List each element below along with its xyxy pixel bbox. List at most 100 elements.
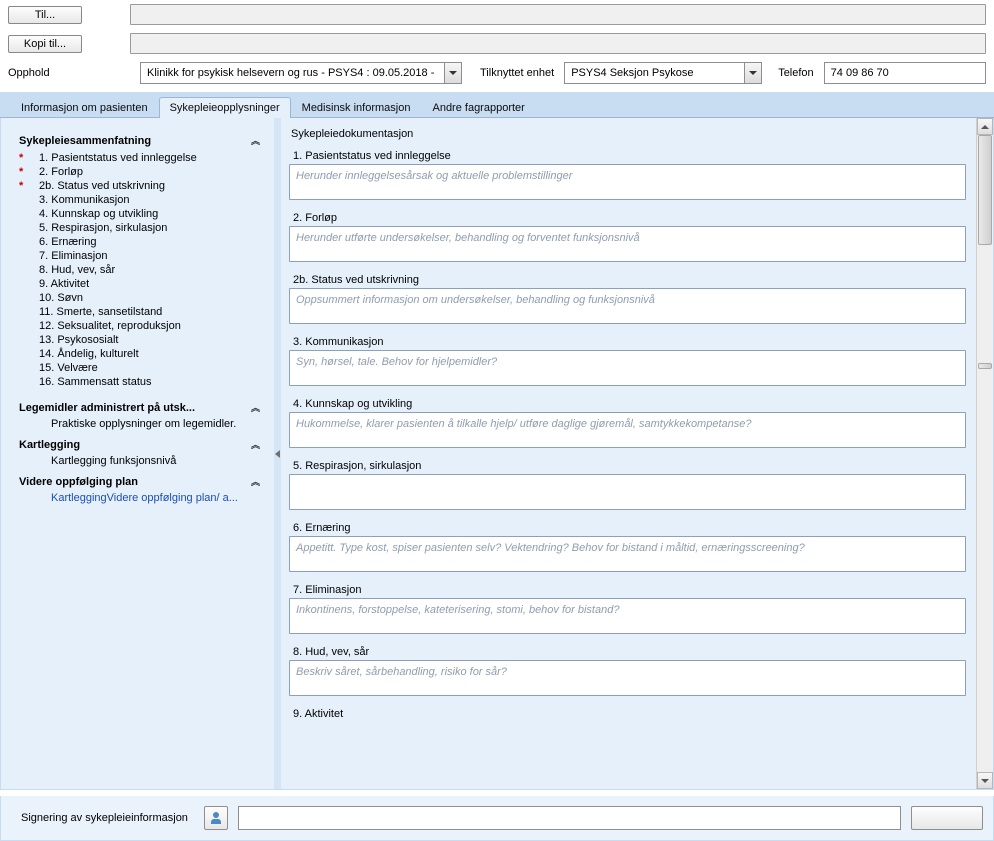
tree-item-label: 11. Smerte, sansetilstand (39, 306, 162, 318)
to-field[interactable] (130, 4, 986, 25)
tree-subitem[interactable]: Praktiske opplysninger om legemidler. (19, 418, 264, 430)
form-scroll: Sykepleiedokumentasjon 1. Pasientstatus … (281, 118, 976, 789)
form-section: 5. Respirasjon, sirkulasjon (289, 458, 966, 510)
tree-item-label: 5. Respirasjon, sirkulasjon (39, 222, 167, 234)
collapse-icon: ︽ (251, 134, 258, 147)
collapse-icon: ︽ (251, 475, 258, 488)
opphold-dropdown[interactable]: Klinikk for psykisk helsevern og rus - P… (140, 62, 462, 84)
tree-item[interactable]: 14. Åndelig, kulturelt (19, 347, 264, 361)
scroll-thumb[interactable] (978, 135, 992, 245)
tree-item-label: 2. Forløp (39, 166, 83, 178)
tree-item-label: 3. Kommunikasjon (39, 194, 130, 206)
tree-subitem-link[interactable]: KartleggingVidere oppfølging plan/ a... (19, 492, 264, 504)
form-section: 2b. Status ved utskrivning Oppsummert in… (289, 272, 966, 324)
section-header-videre-oppfolging[interactable]: Videre oppfølging plan ︽ (19, 467, 264, 492)
arrow-down-icon (981, 779, 989, 783)
collapse-icon: ︽ (251, 438, 258, 451)
person-icon (211, 812, 221, 824)
section-header-kartlegging[interactable]: Kartlegging ︽ (19, 430, 264, 455)
tree-item[interactable]: 8. Hud, vev, sår (19, 263, 264, 277)
field-label: 9. Aktivitet (289, 706, 966, 722)
tree-item[interactable]: 11. Smerte, sansetilstand (19, 305, 264, 319)
tree-item[interactable]: 3. Kommunikasjon (19, 193, 264, 207)
tree-item-label: 15. Velvære (39, 362, 98, 374)
opphold-dropdown-button[interactable] (444, 63, 461, 83)
telefon-value: 74 09 86 70 (831, 67, 889, 79)
opphold-label: Opphold (8, 67, 130, 79)
form-section: 2. Forløp Herunder utførte undersøkelser… (289, 210, 966, 262)
section-header-legemidler[interactable]: Legemidler administrert på utsk... ︽ (19, 393, 264, 418)
field-label: 1. Pasientstatus ved innleggelse (289, 148, 966, 164)
field-input-status-utskrivning[interactable]: Oppsummert informasjon om undersøkelser,… (289, 288, 966, 324)
tree-item-label: 4. Kunnskap og utvikling (39, 208, 158, 220)
tree-item-label: 6. Ernæring (39, 236, 96, 248)
tree-item[interactable]: *1. Pasientstatus ved innleggelse (19, 151, 264, 165)
tab-informasjon-om-pasienten[interactable]: Informasjon om pasienten (10, 97, 159, 118)
section-header-sykepleiesammenfatning[interactable]: Sykepleiesammenfatning ︽ (19, 126, 264, 151)
opphold-value: Klinikk for psykisk helsevern og rus - P… (141, 67, 444, 79)
row-copy: Kopi til... (8, 33, 986, 54)
copy-to-button[interactable]: Kopi til... (8, 35, 82, 53)
tree-item-label: 2b. Status ved utskrivning (39, 180, 165, 192)
tree-item-label: 10. Søvn (39, 292, 83, 304)
enhet-dropdown[interactable]: PSYS4 Seksjon Psykose (564, 62, 762, 84)
footer-action-button[interactable] (911, 806, 983, 830)
main-panel: Sykepleiedokumentasjon 1. Pasientstatus … (281, 118, 993, 789)
form-section: 4. Kunnskap og utvikling Hukommelse, kla… (289, 396, 966, 448)
required-icon: * (19, 166, 23, 178)
tab-medisinsk-informasjon[interactable]: Medisinsk informasjon (291, 97, 422, 118)
vertical-scrollbar[interactable] (976, 118, 993, 789)
scroll-up-button[interactable] (977, 118, 993, 135)
tree-item[interactable]: 10. Søvn (19, 291, 264, 305)
tab-andre-fagrapporter[interactable]: Andre fagrapporter (421, 97, 535, 118)
field-label: 6. Ernæring (289, 520, 966, 536)
footer: Signering av sykepleieinformasjon (0, 796, 994, 841)
sidebar-inner: Sykepleiesammenfatning ︽ *1. Pasientstat… (1, 126, 274, 504)
form-section: 1. Pasientstatus ved innleggelse Herunde… (289, 148, 966, 200)
row-opphold: Opphold Klinikk for psykisk helsevern og… (8, 62, 986, 84)
form-section: 3. Kommunikasjon Syn, hørsel, tale. Beho… (289, 334, 966, 386)
tab-sykepleieopplysninger[interactable]: Sykepleieopplysninger (159, 97, 291, 118)
tree-item[interactable]: 12. Seksualitet, reproduksjon (19, 319, 264, 333)
sign-user-button[interactable] (204, 806, 228, 830)
tree-item[interactable]: 13. Psykososialt (19, 333, 264, 347)
form-section: 7. Eliminasjon Inkontinens, forstoppelse… (289, 582, 966, 634)
tree-item[interactable]: 5. Respirasjon, sirkulasjon (19, 221, 264, 235)
field-input-kunnskap[interactable]: Hukommelse, klarer pasienten å tilkalle … (289, 412, 966, 448)
field-input-hud[interactable]: Beskriv såret, sårbehandling, risiko for… (289, 660, 966, 696)
tree-item[interactable]: * 2. Forløp (19, 165, 264, 179)
field-input-forlop[interactable]: Herunder utførte undersøkelser, behandli… (289, 226, 966, 262)
field-label: 5. Respirasjon, sirkulasjon (289, 458, 966, 474)
tree-item[interactable]: 4. Kunnskap og utvikling (19, 207, 264, 221)
tree-item[interactable]: 6. Ernæring (19, 235, 264, 249)
tree-list-sykepleiesammenfatning: *1. Pasientstatus ved innleggelse * 2. Fo… (19, 151, 264, 393)
tree-item[interactable]: 7. Eliminasjon (19, 249, 264, 263)
copy-to-field[interactable] (130, 33, 986, 54)
field-input-ernaering[interactable]: Appetitt. Type kost, spiser pasienten se… (289, 536, 966, 572)
tree-item[interactable]: 15. Velvære (19, 361, 264, 375)
to-button[interactable]: Til... (8, 6, 82, 24)
tree-subitem[interactable]: Kartlegging funksjonsnivå (19, 455, 264, 467)
field-input-pasientstatus[interactable]: Herunder innleggelsesårsak og aktuelle p… (289, 164, 966, 200)
section-title: Legemidler administrert på utsk... (19, 402, 195, 414)
scroll-down-button[interactable] (977, 772, 993, 789)
tree-item[interactable]: *2b. Status ved utskrivning (19, 179, 264, 193)
sign-input[interactable] (238, 806, 901, 830)
tree-item-label: 9. Aktivitet (39, 278, 89, 290)
field-input-eliminasjon[interactable]: Inkontinens, forstoppelse, kateteriserin… (289, 598, 966, 634)
splitter[interactable] (274, 118, 281, 789)
telefon-label: Telefon (778, 67, 813, 79)
enhet-dropdown-button[interactable] (744, 63, 761, 83)
field-input-respirasjon[interactable] (289, 474, 966, 510)
field-input-kommunikasjon[interactable]: Syn, hørsel, tale. Behov for hjelpemidle… (289, 350, 966, 386)
telefon-field[interactable]: 74 09 86 70 (824, 62, 986, 84)
tree-item[interactable]: 9. Aktivitet (19, 277, 264, 291)
arrow-up-icon (981, 125, 989, 129)
required-icon: * (19, 152, 23, 164)
field-label: 8. Hud, vev, sår (289, 644, 966, 660)
tree-item[interactable]: 16. Sammensatt status (19, 375, 264, 389)
field-label: 2. Forløp (289, 210, 966, 226)
tree-item-label: 12. Seksualitet, reproduksjon (39, 320, 181, 332)
collapse-icon: ︽ (251, 401, 258, 414)
tree-item-label: 16. Sammensatt status (39, 376, 152, 388)
